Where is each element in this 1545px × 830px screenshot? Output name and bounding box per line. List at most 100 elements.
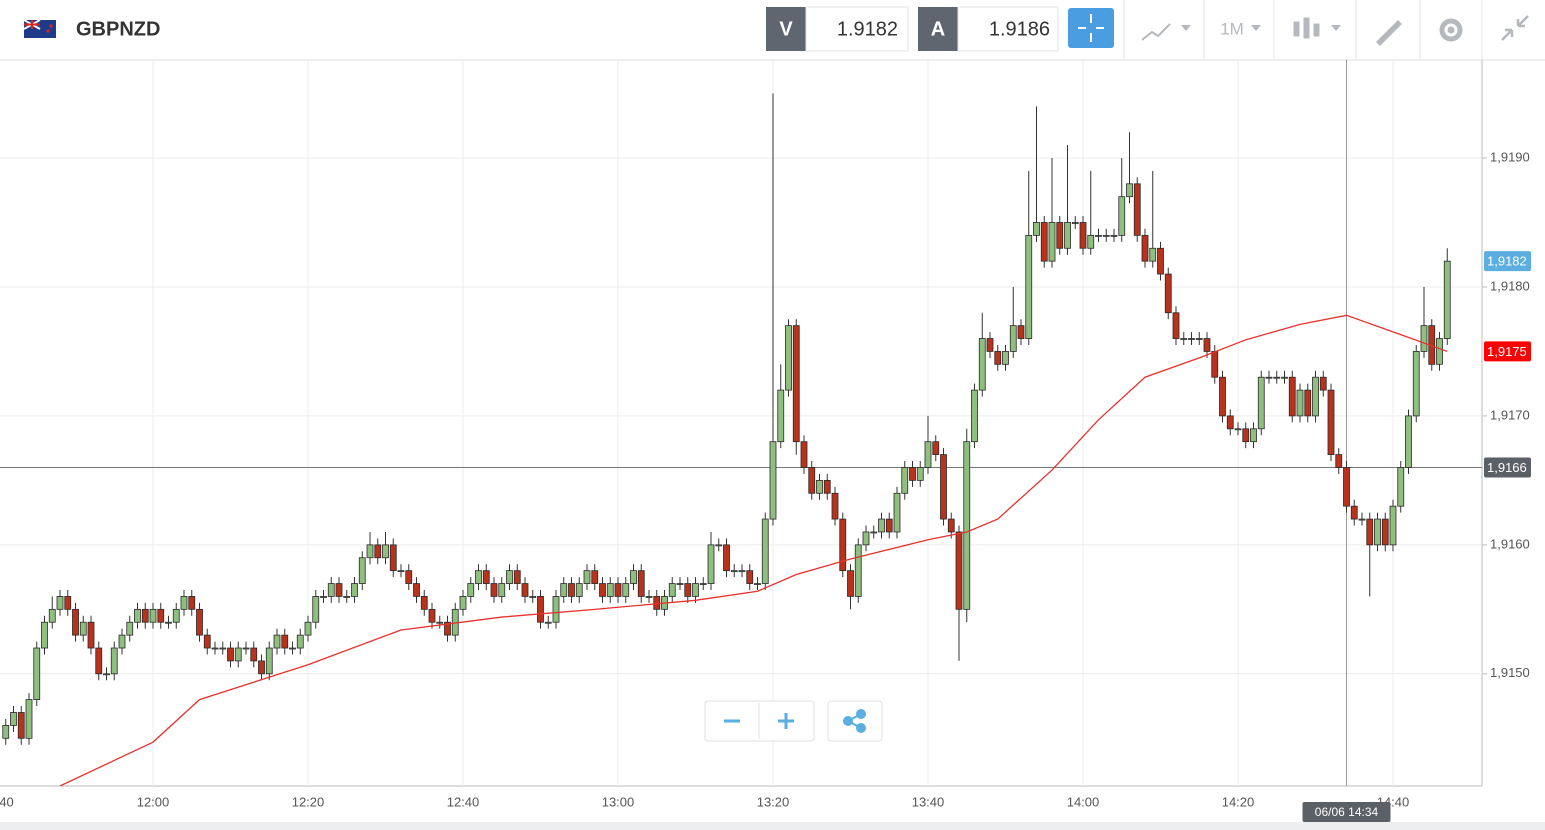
crosshair-button[interactable] [1068, 8, 1114, 48]
y-tick-label: 1,9150 [1490, 665, 1530, 680]
price-badge-label: 1,9182 [1487, 254, 1527, 269]
candle-body [33, 647, 41, 701]
candle-body [1343, 467, 1350, 507]
candle-body [1195, 338, 1203, 340]
candle-body [273, 634, 281, 649]
candle-body [1250, 428, 1257, 443]
plot [0, 60, 1482, 786]
candle-body [1133, 183, 1141, 236]
candle-body [668, 583, 676, 597]
candle-body [692, 583, 699, 597]
candle-body [599, 583, 606, 597]
candle-body [87, 621, 95, 649]
candle-body [157, 608, 165, 623]
candle-body [382, 544, 389, 559]
candle-body [227, 647, 234, 662]
candle-body [281, 634, 289, 649]
candle-body [1412, 351, 1420, 417]
candle-body [165, 621, 172, 624]
candle-body [1040, 222, 1048, 262]
candle-body [568, 583, 575, 597]
candle-body [95, 647, 103, 675]
candle-body [48, 608, 56, 623]
crosshair-y-badge [1484, 457, 1531, 478]
candle-body [1110, 234, 1118, 237]
x-tick-label: 12:20 [292, 794, 325, 809]
candle-body [1335, 454, 1343, 468]
x-tick-label: 12:00 [137, 794, 170, 809]
candle-body [893, 492, 901, 533]
candle-body [72, 608, 79, 636]
candle-body [560, 583, 568, 597]
candle-body [436, 621, 444, 624]
candle-body [862, 531, 870, 546]
candle-body [1141, 234, 1149, 262]
timeframe[interactable]: 1M [1220, 19, 1244, 38]
candle-body [544, 621, 552, 624]
x-tick-label: 14:00 [1067, 794, 1100, 809]
candle-body [1366, 518, 1374, 546]
candle-body [1048, 222, 1056, 262]
candle-body [289, 647, 296, 650]
candle-body [994, 351, 1002, 365]
candle-body [831, 492, 839, 520]
candle-body [335, 583, 343, 597]
candle-body [614, 583, 622, 597]
candle-body [723, 544, 730, 572]
candle-body [1009, 325, 1017, 352]
candle-body [312, 596, 320, 623]
candle-body [746, 570, 754, 584]
candle-body [1203, 338, 1211, 352]
candle-body [1180, 338, 1188, 340]
candle-body [1327, 389, 1335, 455]
x-tick-label: 13:00 [602, 794, 635, 809]
candle-body [1002, 351, 1009, 365]
candle-body [1319, 376, 1327, 391]
candle-body [397, 570, 405, 573]
candle-body [1149, 247, 1157, 262]
candle-body [715, 544, 723, 547]
y-tick-label: 1,9190 [1490, 149, 1530, 164]
candle-body [1389, 505, 1397, 546]
candle-body [986, 338, 994, 352]
bid-tag[interactable] [766, 7, 806, 51]
y-tick-label: 1,9170 [1490, 407, 1530, 422]
candle-body [10, 712, 17, 726]
bid-label: V [779, 18, 793, 40]
candle-body [761, 518, 769, 584]
crosshair-icon [1078, 14, 1104, 42]
ask-tag[interactable] [918, 7, 958, 51]
candle-body [1397, 467, 1405, 507]
candle-body [482, 570, 490, 584]
overlay: 1,9182 1,9175 1,9166 06/06 14:34 [1302, 251, 1531, 822]
candle-body [1381, 518, 1389, 546]
candle-body [792, 325, 800, 443]
candle-body [684, 583, 692, 597]
candle-body [1312, 376, 1319, 417]
moving-average [59, 314, 1448, 786]
candle-body [521, 583, 529, 597]
candle-body [304, 621, 312, 636]
candle-body [1436, 338, 1443, 365]
zoom-in[interactable] [778, 713, 794, 729]
y-tick-label: 1,9180 [1490, 278, 1530, 293]
candle-body [405, 570, 413, 584]
ask-box[interactable] [957, 6, 1059, 52]
candle-body [583, 570, 591, 584]
candle-body [134, 608, 141, 623]
candle-body [64, 596, 72, 610]
candle-body [149, 608, 157, 623]
share-box[interactable] [827, 700, 883, 742]
bid-box[interactable] [805, 6, 909, 52]
scrollbar[interactable] [0, 822, 1545, 830]
candle-body [916, 467, 924, 481]
candle-body [351, 583, 358, 597]
candle-body [575, 583, 583, 597]
candle-body [1358, 518, 1366, 521]
candle-body [1374, 518, 1381, 546]
x-tick-label: 11:40 [0, 794, 14, 809]
price-badge-label: 1,9175 [1487, 344, 1527, 359]
candle-body [413, 583, 420, 597]
candle-body [955, 531, 963, 610]
candle-body [126, 621, 134, 636]
